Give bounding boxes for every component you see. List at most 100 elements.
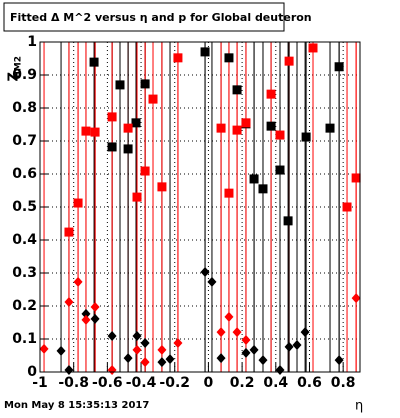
marker-diamond — [73, 276, 83, 287]
marker-diamond — [232, 327, 242, 338]
marker-diamond — [165, 354, 175, 365]
frame — [39, 41, 361, 373]
marker-diamond — [207, 276, 217, 287]
x-tick-label: -0.6 — [92, 375, 123, 391]
marker-diamond — [123, 353, 133, 364]
marker-square — [73, 198, 83, 208]
marker-square — [342, 202, 352, 212]
marker-diamond — [173, 337, 183, 348]
timestamp: Mon May 8 15:35:13 2017 — [4, 400, 149, 411]
marker-diamond — [275, 365, 285, 376]
x-tick-label: 0.6 — [297, 375, 322, 391]
y-axis-label: Z — [7, 72, 22, 81]
marker-diamond — [216, 327, 226, 338]
marker-square — [140, 166, 150, 176]
marker-square — [131, 118, 141, 128]
marker-diamond — [157, 357, 167, 368]
marker-diamond — [241, 334, 251, 345]
marker-square — [232, 125, 242, 135]
y-tick-label: 0.2 — [12, 298, 37, 314]
y-tick-label: 0.4 — [12, 232, 37, 248]
x-tick-label: -1 — [32, 375, 48, 391]
marker-square — [89, 57, 99, 67]
marker-diamond — [300, 327, 310, 338]
marker-square — [266, 89, 276, 99]
marker-diamond — [241, 347, 251, 358]
y-tick-label: 0.8 — [12, 100, 37, 116]
marker-square — [283, 216, 293, 226]
marker-diamond — [157, 344, 167, 355]
marker-diamond — [132, 344, 142, 355]
marker-diamond — [351, 293, 361, 304]
marker-square — [241, 118, 251, 128]
y-tick-label: 0.3 — [12, 265, 37, 281]
marker-square — [284, 56, 294, 66]
marker-square — [275, 130, 285, 140]
marker-square — [216, 123, 226, 133]
y-tick-label: 0.1 — [12, 331, 37, 347]
marker-square — [275, 165, 285, 175]
marker-square — [232, 85, 242, 95]
x-tick-label: -0.2 — [159, 375, 190, 391]
marker-diamond — [132, 331, 142, 342]
marker-diamond — [90, 301, 100, 312]
marker-diamond — [284, 341, 294, 352]
marker-square — [123, 144, 133, 154]
marker-diamond — [107, 331, 117, 342]
marker-diamond — [216, 353, 226, 364]
y-tick-label: 0.7 — [12, 133, 37, 149]
title-box — [3, 2, 285, 32]
x-tick-label: 0.2 — [230, 375, 255, 391]
marker-diamond — [107, 365, 117, 376]
y-tick-label: 0.6 — [12, 166, 37, 182]
marker-diamond — [292, 339, 302, 350]
y-tick-label: 0.9 — [12, 67, 37, 83]
marker-square — [308, 43, 318, 53]
x-tick-label: 0.4 — [263, 375, 288, 391]
marker-square — [90, 127, 100, 137]
marker-square — [258, 184, 268, 194]
x-tick-label: -0.8 — [58, 375, 89, 391]
marker-square — [148, 94, 158, 104]
marker-square — [140, 79, 150, 89]
marker-diamond — [90, 313, 100, 324]
marker-diamond — [39, 343, 49, 354]
marker-square — [157, 182, 167, 192]
chart-title: Fitted Δ M^2 versus η and p for Global d… — [10, 11, 312, 24]
y-axis-label-group: Z dM2 — [7, 56, 24, 81]
marker-square — [224, 188, 234, 198]
marker-diamond — [224, 311, 234, 322]
marker-square — [107, 112, 117, 122]
x-tick-label: 0 — [204, 375, 214, 391]
marker-diamond — [81, 308, 91, 319]
marker-square — [249, 174, 259, 184]
y-tick-label: 0.5 — [12, 199, 37, 215]
marker-diamond — [56, 345, 66, 356]
marker-square — [266, 121, 276, 131]
marker-square — [351, 173, 361, 183]
marker-diamond — [81, 314, 91, 325]
marker-square — [115, 80, 125, 90]
marker-square — [81, 126, 91, 136]
marker-square — [132, 192, 142, 202]
marker-square — [301, 132, 311, 142]
marker-square — [200, 47, 210, 57]
y-axis-label-sub: dM2 — [14, 56, 24, 78]
marker-square — [173, 53, 183, 63]
marker-diamond — [140, 337, 150, 348]
x-axis-label: η — [355, 399, 363, 414]
marker-diamond — [200, 267, 210, 278]
marker-diamond — [249, 344, 259, 355]
marker-diamond — [64, 365, 74, 376]
marker-diamond — [258, 355, 268, 366]
marker-diamond — [334, 355, 344, 366]
y-tick-label: 0 — [27, 364, 37, 380]
marker-square — [325, 123, 335, 133]
marker-square — [107, 142, 117, 152]
x-tick-label: -0.4 — [126, 375, 157, 391]
marker-square — [123, 123, 133, 133]
y-tick-label: 1 — [27, 34, 37, 50]
marker-diamond — [140, 357, 150, 368]
marker-square — [334, 62, 344, 72]
